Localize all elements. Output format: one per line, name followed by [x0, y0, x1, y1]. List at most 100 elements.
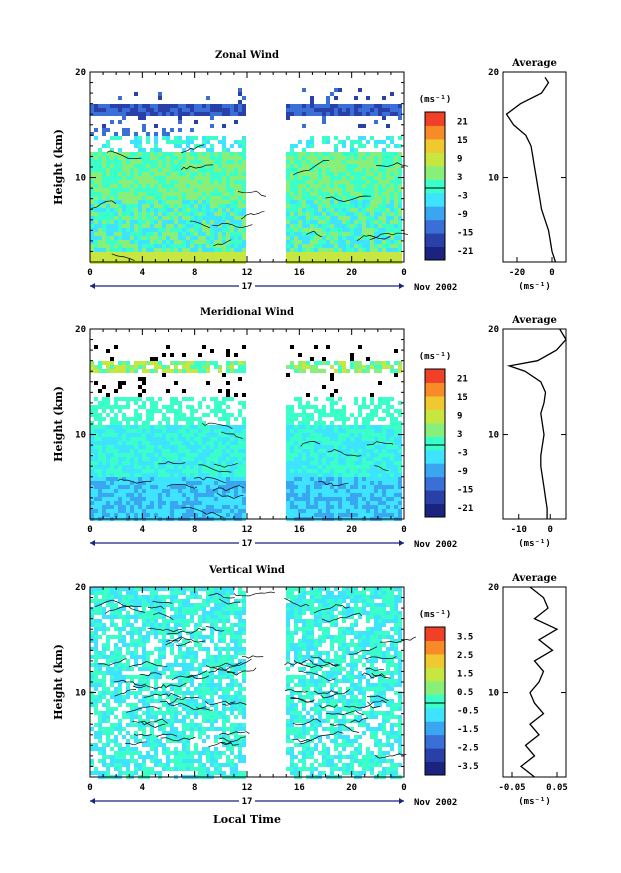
- heatmap-cell: [398, 465, 402, 469]
- heatmap-cell: [326, 501, 330, 505]
- heatmap-cell: [238, 501, 242, 505]
- heatmap-cell: [114, 501, 118, 505]
- heatmap-cell: [178, 212, 182, 216]
- heatmap-cell: [394, 485, 398, 489]
- heatmap-cell: [182, 180, 186, 184]
- heatmap-cell: [374, 445, 378, 449]
- heatmap-cell: [114, 345, 118, 349]
- heatmap-cell: [142, 232, 146, 236]
- heatmap-cell: [218, 433, 222, 437]
- heatmap-cell: [142, 168, 146, 172]
- heatmap-cell: [122, 505, 126, 509]
- heatmap-cell: [342, 160, 346, 164]
- heatmap-cell: [94, 441, 98, 445]
- heatmap-cell: [154, 489, 158, 493]
- heatmap-cell: [318, 433, 322, 437]
- heatmap-cell: [222, 489, 226, 493]
- heatmap-cell: [234, 112, 238, 116]
- heatmap-cell: [338, 188, 342, 192]
- heatmap-cell: [198, 365, 202, 369]
- heatmap-cell: [218, 200, 222, 204]
- heatmap-cell: [302, 437, 306, 441]
- heatmap-cell: [398, 421, 402, 425]
- heatmap-cell: [118, 208, 122, 212]
- heatmap-cell: [130, 228, 134, 232]
- heatmap-cell: [190, 108, 194, 112]
- heatmap-cell: [106, 393, 110, 397]
- heatmap-cell: [382, 433, 386, 437]
- heatmap-cell: [134, 196, 138, 200]
- heatmap-cell: [318, 473, 322, 477]
- heatmap-cell: [354, 188, 358, 192]
- heatmap-cell: [362, 587, 366, 591]
- heatmap-cell: [286, 172, 290, 176]
- heatmap-cell: [170, 505, 174, 509]
- heatmap-cell: [178, 599, 182, 603]
- heatmap-cell: [238, 361, 242, 365]
- heatmap-cell: [118, 232, 122, 236]
- heatmap-cell: [166, 477, 170, 481]
- heatmap-cell: [106, 513, 110, 517]
- heatmap-cell: [334, 112, 338, 116]
- heatmap-cell: [382, 397, 386, 401]
- heatmap-cell: [310, 240, 314, 244]
- heatmap-cell: [114, 188, 118, 192]
- heatmap-cell: [218, 108, 222, 112]
- heatmap-cell: [178, 603, 182, 607]
- heatmap-cell: [178, 192, 182, 196]
- heatmap-cell: [162, 216, 166, 220]
- heatmap-cell: [110, 104, 114, 108]
- heatmap-cell: [98, 156, 102, 160]
- heatmap-cell: [154, 184, 158, 188]
- heatmap-cell: [310, 256, 314, 260]
- heatmap-cell: [98, 361, 102, 365]
- heatmap-cell: [170, 156, 174, 160]
- heatmap-cell: [194, 509, 198, 513]
- heatmap-cell: [130, 513, 134, 517]
- heatmap-cell: [398, 369, 402, 373]
- heatmap-cell: [146, 501, 150, 505]
- heatmap-cell: [326, 425, 330, 429]
- heatmap-cell: [166, 425, 170, 429]
- heatmap-cell: [102, 481, 106, 485]
- heatmap-cell: [302, 505, 306, 509]
- heatmap-cell: [222, 599, 226, 603]
- heatmap-cell: [242, 361, 246, 365]
- heatmap-cell: [198, 232, 202, 236]
- heatmap-cell: [118, 405, 122, 409]
- heatmap-cell: [394, 192, 398, 196]
- heatmap-cell: [154, 587, 158, 591]
- heatmap-cell: [378, 196, 382, 200]
- heatmap-cell: [286, 116, 290, 120]
- heatmap-cell: [182, 184, 186, 188]
- heatmap-cell: [190, 489, 194, 493]
- heatmap-cell: [358, 156, 362, 160]
- heatmap-cell: [366, 369, 370, 373]
- heatmap-cell: [94, 587, 98, 591]
- heatmap-cell: [394, 204, 398, 208]
- heatmap-cell: [230, 192, 234, 196]
- heatmap-cell: [378, 236, 382, 240]
- heatmap-cell: [342, 108, 346, 112]
- heatmap-cell: [182, 453, 186, 457]
- heatmap-cell: [202, 188, 206, 192]
- heatmap-cell: [350, 433, 354, 437]
- heatmap-cell: [294, 481, 298, 485]
- heatmap-cell: [138, 248, 142, 252]
- heatmap-cell: [286, 160, 290, 164]
- heatmap-cell: [118, 224, 122, 228]
- heatmap-cell: [114, 156, 118, 160]
- heatmap-cell: [390, 168, 394, 172]
- heatmap-cell: [358, 112, 362, 116]
- heatmap-cell: [350, 365, 354, 369]
- heatmap-cell: [210, 445, 214, 449]
- heatmap-cell: [398, 232, 402, 236]
- heatmap-cell: [330, 461, 334, 465]
- heatmap-cell: [206, 405, 210, 409]
- heatmap-cell: [390, 256, 394, 260]
- heatmap-cell: [394, 425, 398, 429]
- heatmap-cell: [322, 473, 326, 477]
- heatmap-cell: [170, 595, 174, 599]
- heatmap-cell: [158, 240, 162, 244]
- heatmap-cell: [382, 168, 386, 172]
